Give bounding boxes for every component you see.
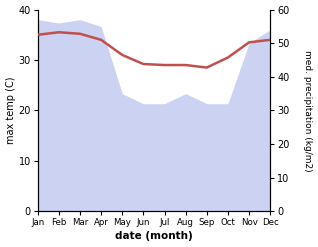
Y-axis label: max temp (C): max temp (C): [5, 77, 16, 144]
X-axis label: date (month): date (month): [115, 231, 193, 242]
Y-axis label: med. precipitation (kg/m2): med. precipitation (kg/m2): [303, 50, 313, 171]
